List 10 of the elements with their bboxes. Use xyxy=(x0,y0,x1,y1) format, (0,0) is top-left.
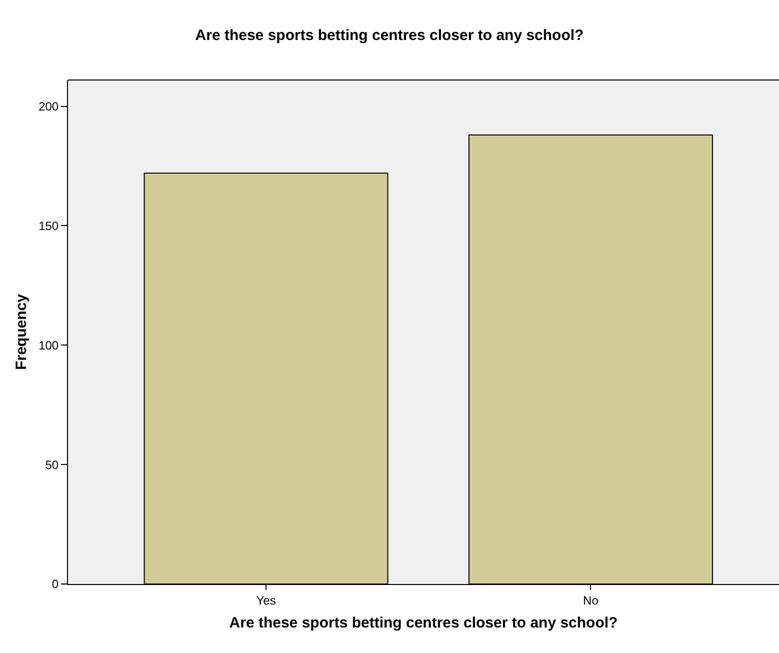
y-tick-label: 0 xyxy=(52,577,59,592)
x-tick-label: Yes xyxy=(256,593,276,608)
y-tick-label: 150 xyxy=(38,218,59,233)
x-tick-label: No xyxy=(583,593,599,608)
y-tick-label: 100 xyxy=(38,338,59,352)
x-axis-title: Are these sports betting centres closer to any school? xyxy=(229,614,618,632)
chart-title: Are these sports betting centres closer to any school? xyxy=(195,26,584,44)
y-axis-title: Frequency xyxy=(12,293,30,370)
y-tick-label: 200 xyxy=(38,99,59,114)
y-tick-label: 50 xyxy=(45,458,59,472)
